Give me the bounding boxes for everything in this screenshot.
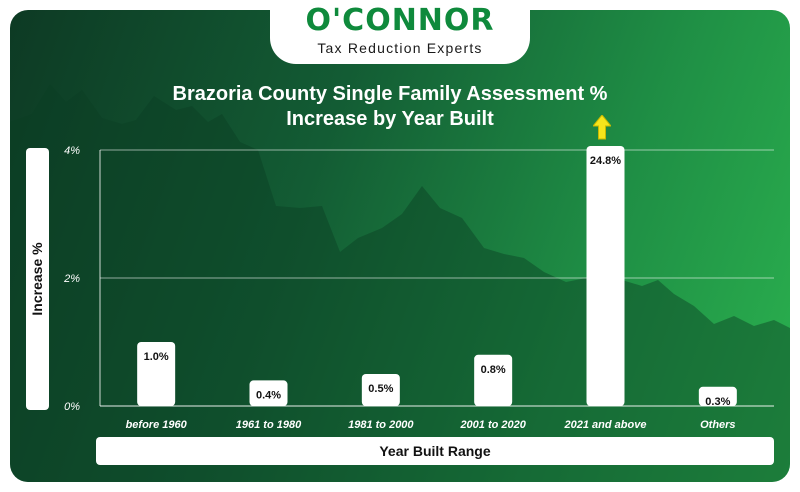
data-label: 0.4%	[256, 389, 281, 401]
brand-tagline: Tax Reduction Experts	[317, 40, 483, 56]
brand-logo: O'CONNOR Tax Reduction Experts	[270, 0, 530, 64]
bar	[474, 354, 513, 406]
y-tick-label: 2%	[63, 273, 80, 285]
up-arrow-icon	[593, 115, 611, 140]
y-axis-label-box	[26, 148, 49, 410]
y-tick-label: 0%	[64, 401, 80, 413]
bar	[249, 380, 288, 406]
x-tick-label: before 1960	[126, 419, 188, 431]
bar	[137, 342, 176, 406]
x-tick-label: 2001 to 2020	[459, 419, 526, 431]
chart-title: Brazoria County Single Family Assessment…	[140, 82, 640, 132]
data-label: 0.5%	[368, 383, 393, 395]
chart-title-line-1: Brazoria County Single Family Assessment…	[172, 83, 608, 105]
x-axis-label: Year Built Range	[96, 437, 774, 465]
y-tick-label: 4%	[64, 145, 80, 157]
x-tick-label: 1961 to 1980	[236, 419, 302, 431]
data-label: 0.8%	[481, 364, 506, 376]
x-tick-label: 2021 and above	[564, 419, 647, 431]
y-axis-label: Increase %	[29, 242, 45, 316]
brand-wordmark: O'CONNOR	[305, 3, 495, 38]
chart-title-line-2: Increase by Year Built	[286, 108, 494, 130]
data-label: 1.0%	[144, 351, 169, 363]
bar	[698, 386, 737, 406]
bar	[361, 374, 400, 406]
data-label: 0.3%	[705, 396, 730, 408]
bar	[586, 146, 625, 406]
x-tick-label: 1981 to 2000	[348, 419, 414, 431]
x-tick-label: Others	[700, 419, 735, 431]
data-label: 24.8%	[590, 155, 621, 167]
